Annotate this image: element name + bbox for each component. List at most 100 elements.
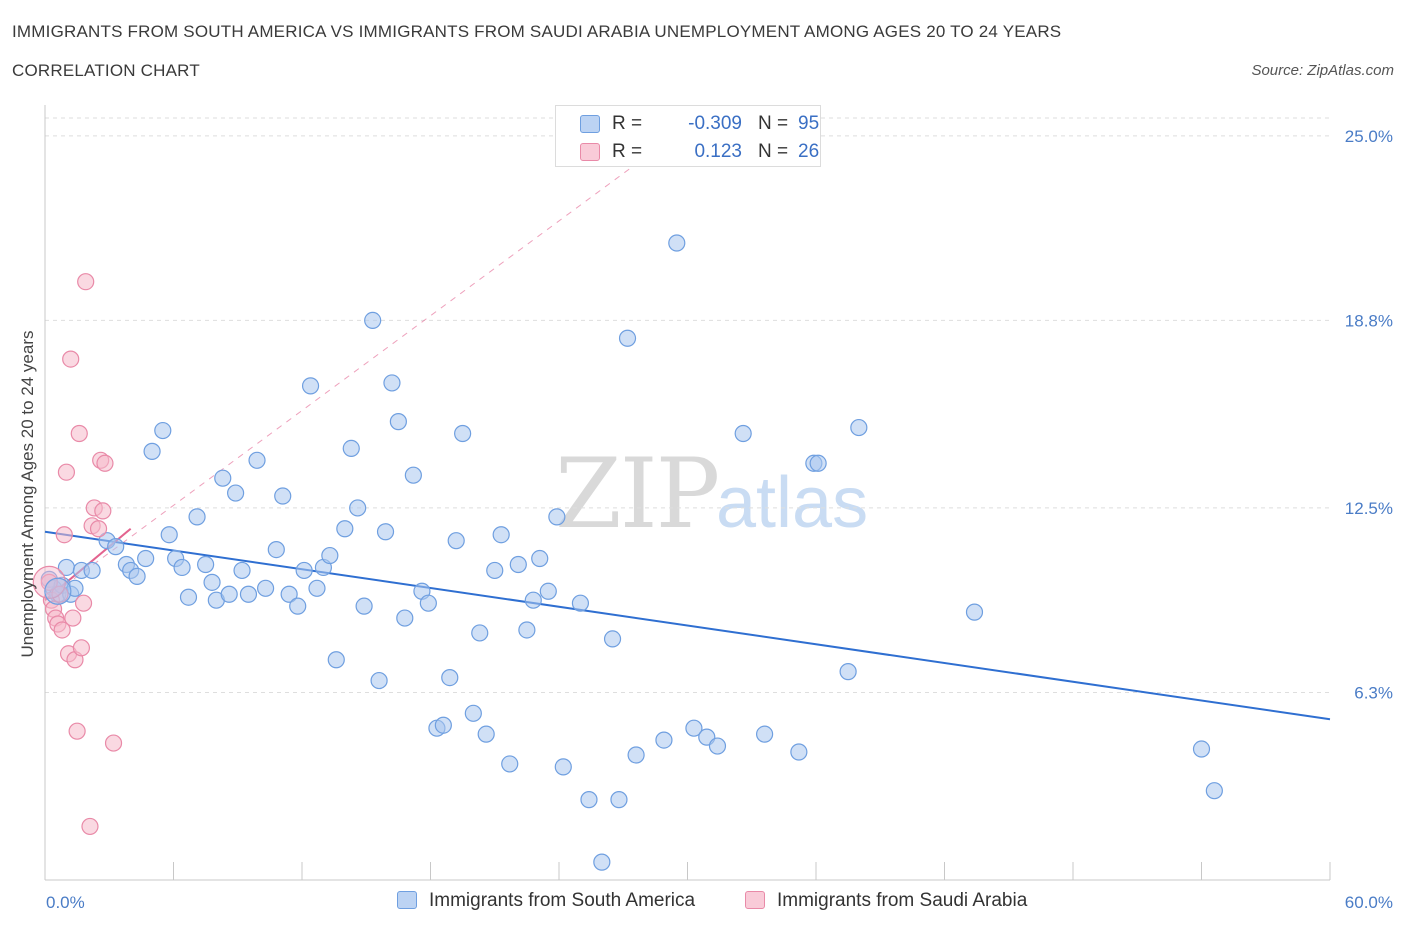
- data-point-south-america: [965, 603, 984, 621]
- r-label: R =: [612, 141, 643, 162]
- data-point-south-america: [233, 561, 251, 580]
- data-point-saudi-arabia: [70, 424, 88, 443]
- data-point-cluster-south-america: [44, 577, 72, 605]
- data-point-saudi-arabia: [62, 350, 80, 368]
- data-point-south-america: [734, 424, 752, 443]
- legend-swatch-pink: [580, 143, 600, 161]
- data-point-south-america: [396, 609, 414, 627]
- data-point-saudi-arabia: [94, 502, 112, 520]
- data-point-south-america: [289, 597, 307, 615]
- data-point-south-america: [239, 585, 258, 603]
- data-point-south-america: [518, 621, 536, 639]
- data-point-south-america: [809, 454, 827, 472]
- data-point-south-america: [256, 579, 275, 597]
- data-point-south-america: [389, 413, 407, 431]
- source-label: Source: ZipAtlas.com: [1251, 62, 1394, 79]
- data-point-south-america: [227, 484, 245, 502]
- n-value: 95: [798, 113, 820, 134]
- data-point-south-america: [501, 755, 519, 773]
- data-point-south-america: [154, 421, 172, 440]
- data-point-south-america: [618, 329, 637, 347]
- data-point-south-america: [370, 671, 388, 690]
- y-tick-label: 18.8%: [1345, 311, 1393, 330]
- data-point-south-america: [571, 594, 590, 612]
- data-point-south-america: [790, 743, 808, 761]
- data-point-south-america: [280, 585, 298, 603]
- data-point-south-america: [274, 487, 292, 505]
- data-point-south-america: [850, 418, 868, 437]
- data-point-south-america: [603, 630, 622, 648]
- n-label: N =: [758, 113, 789, 134]
- trend-line-saudi-arabia-extended: [44, 165, 635, 601]
- data-point-south-america: [107, 538, 125, 556]
- data-point-saudi-arabia: [72, 639, 91, 657]
- data-point-south-america: [548, 508, 566, 526]
- data-point-south-america: [160, 526, 178, 544]
- data-point-south-america: [755, 725, 774, 743]
- n-label: N =: [758, 141, 789, 162]
- data-point-south-america: [839, 663, 857, 681]
- data-point-saudi-arabia: [64, 609, 82, 627]
- data-point-south-america: [486, 561, 504, 580]
- y-tick-label: 6.3%: [1354, 683, 1393, 702]
- data-point-south-america: [173, 558, 191, 577]
- data-point-south-america: [179, 588, 198, 606]
- data-point-south-america: [404, 466, 422, 484]
- data-point-south-america: [301, 377, 320, 395]
- data-point-south-america: [492, 526, 510, 544]
- x-tick-label: 0.0%: [46, 893, 85, 912]
- data-point-south-america: [1205, 782, 1223, 800]
- legend-label: Immigrants from South America: [429, 890, 696, 911]
- legend-label: Immigrants from Saudi Arabia: [777, 890, 1028, 911]
- watermark-zip: ZIP: [555, 438, 718, 550]
- data-point-saudi-arabia: [89, 520, 108, 538]
- grid-layer: [45, 117, 1330, 693]
- data-point-south-america: [447, 532, 465, 550]
- r-label: R =: [612, 113, 643, 134]
- data-point-south-america: [220, 585, 238, 603]
- data-point-south-america: [539, 582, 557, 600]
- data-point-south-america: [376, 523, 395, 541]
- data-point-saudi-arabia: [68, 722, 86, 740]
- data-point-south-america: [708, 737, 727, 755]
- data-point-south-america: [248, 451, 266, 469]
- data-point-south-america: [464, 704, 482, 722]
- data-point-south-america: [593, 853, 611, 871]
- data-point-south-america: [554, 758, 572, 776]
- data-point-south-america: [524, 591, 542, 609]
- y-axis-label: Unemployment Among Ages 20 to 24 years: [18, 331, 37, 658]
- data-point-saudi-arabia: [81, 817, 99, 836]
- data-point-south-america: [128, 567, 146, 585]
- data-point-south-america: [137, 549, 155, 568]
- data-point-south-america: [383, 374, 401, 392]
- data-point-south-america: [434, 716, 452, 734]
- correlation-legend: R = -0.309 N = 95 R = 0.123 N = 26: [555, 105, 821, 167]
- chart-subtitle: CORRELATION CHART: [12, 61, 200, 80]
- data-point-south-america: [655, 731, 673, 749]
- data-point-south-america: [1192, 740, 1211, 758]
- data-point-south-america: [441, 668, 459, 687]
- legend-swatch-blue: [397, 891, 417, 909]
- data-point-south-america: [471, 624, 489, 642]
- data-point-south-america: [295, 561, 313, 580]
- data-point-saudi-arabia: [53, 621, 71, 639]
- trend-line-south-america: [44, 530, 1331, 721]
- data-point-south-america: [627, 746, 645, 764]
- r-value: 0.123: [694, 141, 742, 162]
- y-tick-label: 25.0%: [1345, 127, 1393, 146]
- data-point-south-america: [419, 594, 437, 612]
- data-point-saudi-arabia: [104, 734, 123, 752]
- legend-swatch-pink: [745, 891, 765, 909]
- data-point-south-america: [267, 541, 285, 559]
- data-point-south-america: [531, 549, 549, 568]
- data-point-south-america: [509, 555, 527, 574]
- data-point-saudi-arabia: [57, 463, 76, 481]
- data-point-south-america: [83, 561, 101, 580]
- data-point-south-america: [143, 442, 161, 460]
- data-point-south-america: [477, 725, 495, 743]
- chart-title: IMMIGRANTS FROM SOUTH AMERICA VS IMMIGRA…: [12, 22, 1062, 41]
- data-point-cluster-saudi-arabia: [32, 565, 66, 599]
- data-point-south-america: [336, 520, 354, 538]
- data-point-south-america: [349, 499, 367, 517]
- watermark-atlas: atlas: [716, 463, 868, 543]
